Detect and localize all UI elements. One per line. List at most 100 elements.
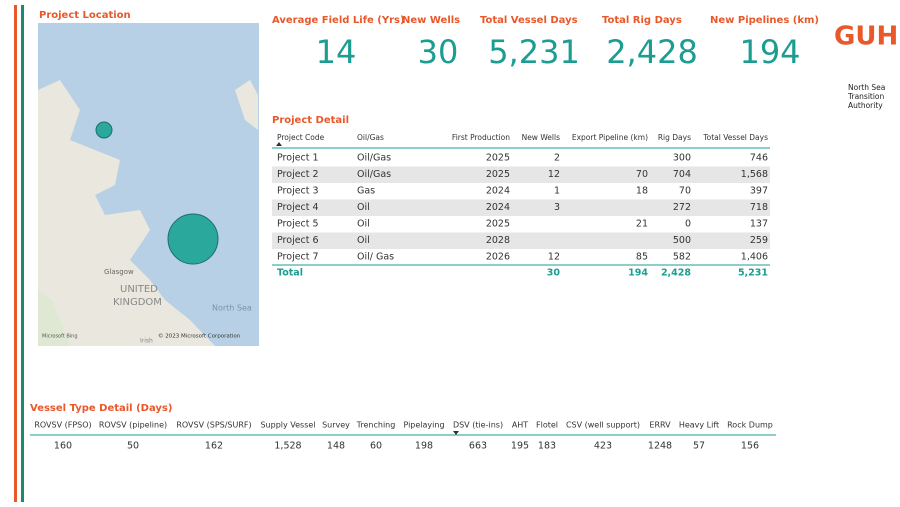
guh-logo: GUH	[834, 22, 898, 52]
table-cell: 718	[750, 202, 768, 213]
table-cell: Project 6	[277, 235, 319, 246]
total-cell: 2,428	[661, 268, 691, 279]
column-header: Rig Days	[658, 133, 691, 142]
vessel-header: Heavy Lift	[679, 421, 719, 430]
table-cell: 2025	[486, 219, 510, 230]
vessel-header: Flotel	[536, 421, 558, 430]
kpi-value: 14	[316, 33, 357, 71]
column-header: Export Pipeline (km)	[572, 133, 648, 142]
table-cell: 3	[554, 202, 560, 213]
vessel-value: 57	[693, 441, 705, 452]
vessel-header: AHT	[512, 421, 528, 430]
map-label: KINGDOM	[113, 297, 162, 308]
vessel-header: ROVSV (pipeline)	[99, 421, 167, 430]
table-cell: Project 1	[277, 153, 319, 164]
table-cell: Project 5	[277, 219, 319, 230]
table-cell: Project 3	[277, 186, 319, 197]
table-cell: 2025	[486, 169, 510, 180]
nsta-logo-text: Transition	[847, 92, 885, 101]
table-cell: 2025	[486, 153, 510, 164]
vessel-title: Vessel Type Detail (Days)	[30, 403, 172, 414]
vessel-value: 160	[54, 441, 72, 452]
table-cell: 21	[636, 219, 648, 230]
table-cell: 1	[554, 186, 560, 197]
vessel-value: 1248	[648, 441, 672, 452]
map-title: Project Location	[39, 10, 131, 21]
table-cell: 18	[636, 186, 648, 197]
table-cell: 2	[554, 153, 560, 164]
nsta-logo-text: Authority	[848, 101, 883, 110]
total-cell: Total	[277, 268, 303, 279]
table-cell: Project 7	[277, 252, 319, 263]
table-cell: 704	[673, 169, 691, 180]
vessel-header: ROVSV (SPS/SURF)	[176, 421, 251, 430]
map-label: North Sea	[212, 304, 252, 313]
table-cell: 272	[673, 202, 691, 213]
vessel-value: 195	[511, 441, 529, 452]
table-cell: 259	[750, 235, 768, 246]
table-cell: 397	[750, 186, 768, 197]
table-cell: Project 4	[277, 202, 319, 213]
table-cell: 2028	[486, 235, 510, 246]
kpi-value: 30	[418, 33, 459, 71]
total-cell: 30	[547, 268, 561, 279]
table-cell: 746	[750, 153, 768, 164]
table-cell: Oil/Gas	[357, 169, 391, 180]
vessel-value: 423	[594, 441, 612, 452]
vessel-value: 60	[370, 441, 382, 452]
table-cell: 1,406	[741, 252, 768, 263]
vessel-header: Pipelaying	[403, 421, 444, 430]
kpi-value: 5,231	[488, 33, 580, 71]
column-header: New Wells	[522, 133, 561, 142]
vessel-value: 156	[741, 441, 759, 452]
map-bing: Microsoft Bing	[42, 334, 78, 340]
total-cell: 5,231	[738, 268, 768, 279]
column-header: Oil/Gas	[357, 133, 384, 142]
table-cell: Oil	[357, 219, 370, 230]
vessel-value: 663	[469, 441, 487, 452]
total-cell: 194	[628, 268, 648, 279]
table-cell: 137	[750, 219, 768, 230]
table-cell: 12	[548, 252, 560, 263]
column-header: Total Vessel Days	[702, 133, 768, 142]
vessel-value: 1,528	[274, 441, 301, 452]
column-header: Project Code	[277, 133, 325, 142]
map	[38, 23, 259, 346]
kpi-value: 2,428	[606, 33, 698, 71]
kpi-label: New Wells	[402, 15, 460, 26]
table-cell: 85	[636, 252, 648, 263]
vessel-header: CSV (well support)	[566, 421, 640, 430]
kpi-label: Total Vessel Days	[480, 15, 578, 26]
table-cell: Gas	[357, 186, 375, 197]
vessel-header: ROVSV (FPSO)	[34, 421, 91, 430]
sort-icon	[276, 142, 282, 146]
vessel-value: 183	[538, 441, 556, 452]
map-label: UNITED	[120, 284, 158, 295]
vessel-header: Supply Vessel	[260, 421, 315, 430]
table-cell: Oil	[357, 202, 370, 213]
table-cell: 500	[673, 235, 691, 246]
vessel-value: 50	[127, 441, 139, 452]
vessel-header: DSV (tie-ins)	[453, 421, 503, 430]
map-label: Irish	[140, 338, 153, 345]
vessel-header: ERRV	[649, 421, 671, 430]
table-cell: 70	[636, 169, 648, 180]
table-cell: 2024	[486, 186, 510, 197]
table-cell: 12	[548, 169, 560, 180]
row-band	[272, 232, 770, 249]
vessel-header: Rock Dump	[727, 421, 773, 430]
table-cell: 0	[685, 219, 691, 230]
column-header: First Production	[452, 133, 510, 142]
vessel-header: Survey	[322, 421, 350, 430]
vessel-header: Trenching	[356, 421, 396, 430]
table-cell: Oil/ Gas	[357, 252, 394, 263]
table-title: Project Detail	[272, 115, 349, 126]
table-cell: 2026	[486, 252, 510, 263]
table-cell: 582	[673, 252, 691, 263]
table-cell: 2024	[486, 202, 510, 213]
sort-icon	[453, 431, 459, 435]
table-cell: Oil	[357, 235, 370, 246]
table-cell: 70	[679, 186, 691, 197]
vessel-value: 162	[205, 441, 223, 452]
